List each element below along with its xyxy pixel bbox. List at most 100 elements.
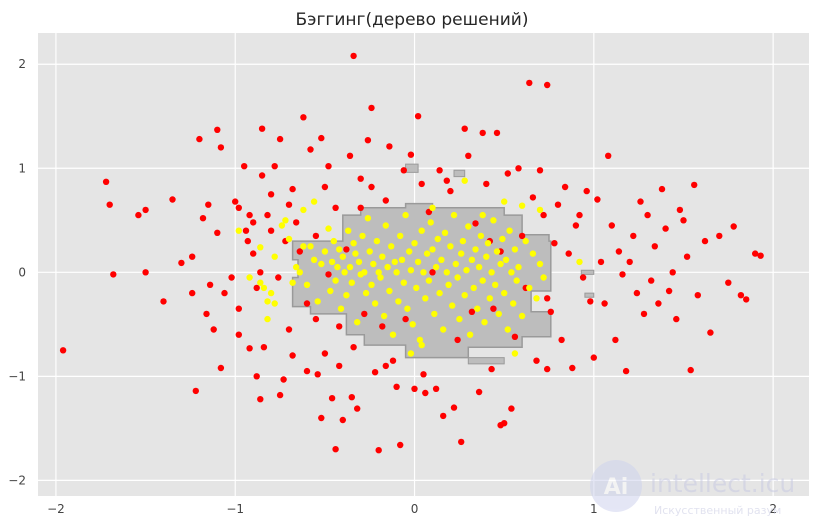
inner-class-point xyxy=(418,341,425,349)
inner-class-point xyxy=(488,269,495,276)
inner-class-point xyxy=(307,243,314,250)
decision-region-fragment xyxy=(467,357,505,365)
outer-class-point xyxy=(110,271,117,278)
outer-class-point xyxy=(402,315,409,323)
outer-class-point xyxy=(425,208,433,216)
outer-class-point xyxy=(196,135,203,143)
outer-class-point xyxy=(354,405,361,412)
y-tick-label: −2 xyxy=(8,473,26,487)
outer-class-point xyxy=(332,446,339,453)
outer-class-point xyxy=(544,295,551,302)
inner-class-point xyxy=(336,246,343,253)
inner-class-point xyxy=(536,206,544,214)
outer-class-point xyxy=(232,198,239,205)
outer-class-point xyxy=(493,129,501,137)
inner-class-point xyxy=(341,269,348,276)
inner-class-point xyxy=(393,269,400,276)
outer-class-point xyxy=(691,181,698,189)
inner-class-point xyxy=(474,305,481,312)
outer-class-point xyxy=(468,308,476,315)
outer-class-point xyxy=(707,329,714,336)
inner-class-point xyxy=(513,277,520,284)
outer-class-point xyxy=(544,365,551,373)
outer-class-point xyxy=(258,172,266,179)
outer-class-point xyxy=(737,292,745,299)
outer-class-point xyxy=(389,357,397,364)
inner-class-point xyxy=(465,223,472,230)
decision-region-fragment xyxy=(580,269,595,275)
outer-class-point xyxy=(276,391,284,399)
inner-class-point xyxy=(366,248,373,255)
inner-class-point xyxy=(289,279,296,286)
inner-class-point xyxy=(300,206,307,214)
outer-class-point xyxy=(379,323,386,330)
outer-class-point xyxy=(583,187,590,195)
inner-class-point xyxy=(371,300,379,307)
outer-class-point xyxy=(597,258,605,266)
inner-class-point xyxy=(463,267,470,274)
inner-class-point xyxy=(466,331,474,338)
inner-class-point xyxy=(501,289,508,297)
inner-class-point xyxy=(377,274,384,281)
inner-class-point xyxy=(321,248,329,255)
inner-class-point xyxy=(398,256,406,263)
inner-class-point xyxy=(407,350,415,357)
inner-class-point xyxy=(337,305,345,312)
outer-class-point xyxy=(687,366,694,374)
outer-class-point xyxy=(504,170,511,177)
inner-class-point xyxy=(293,263,300,271)
outer-class-point xyxy=(561,183,569,191)
outer-class-point xyxy=(483,180,490,188)
outer-class-point xyxy=(217,144,225,151)
outer-class-point xyxy=(443,177,450,184)
outer-class-point xyxy=(267,191,275,198)
inner-class-point xyxy=(458,250,465,257)
outer-class-point xyxy=(321,350,329,357)
inner-class-point xyxy=(379,253,386,260)
inner-class-point xyxy=(389,331,397,338)
inner-class-point xyxy=(420,269,427,276)
outer-class-point xyxy=(325,163,332,170)
outer-class-point xyxy=(757,252,764,259)
inner-class-point xyxy=(328,258,336,266)
inner-class-point xyxy=(278,222,286,229)
outer-class-point xyxy=(264,211,271,219)
inner-class-point xyxy=(425,277,433,284)
outer-class-point xyxy=(447,187,454,195)
outer-class-point xyxy=(465,152,472,159)
outer-class-point xyxy=(432,385,440,392)
outer-class-point xyxy=(579,274,587,281)
inner-class-point xyxy=(499,235,506,243)
inner-class-point xyxy=(310,256,318,263)
watermark-logo-letters: Ai xyxy=(604,475,629,500)
outer-class-point xyxy=(565,250,572,257)
inner-class-point xyxy=(508,269,515,276)
inner-class-point xyxy=(429,246,436,253)
outer-class-point xyxy=(244,237,251,245)
inner-class-point xyxy=(484,240,492,247)
inner-class-point xyxy=(536,260,544,268)
inner-class-point xyxy=(468,256,476,263)
inner-class-point xyxy=(470,284,477,292)
inner-class-point xyxy=(260,284,268,292)
inner-class-point xyxy=(384,263,391,271)
outer-class-point xyxy=(576,211,583,219)
outer-class-point xyxy=(328,395,336,402)
inner-class-point xyxy=(257,244,264,251)
inner-class-point xyxy=(461,177,468,184)
outer-class-point xyxy=(260,344,268,351)
inner-class-point xyxy=(511,350,519,357)
inner-class-point xyxy=(518,202,526,209)
outer-class-point xyxy=(601,300,608,307)
outer-class-point xyxy=(318,414,325,422)
outer-class-point xyxy=(743,296,750,303)
inner-class-point xyxy=(350,240,357,247)
outer-class-point xyxy=(407,151,415,158)
inner-class-point xyxy=(495,310,502,318)
inner-class-point xyxy=(397,232,404,240)
outer-class-point xyxy=(253,373,260,380)
outer-class-point xyxy=(350,344,357,351)
inner-class-point xyxy=(310,198,318,205)
inner-class-point xyxy=(493,248,501,255)
outer-class-point xyxy=(411,385,418,392)
